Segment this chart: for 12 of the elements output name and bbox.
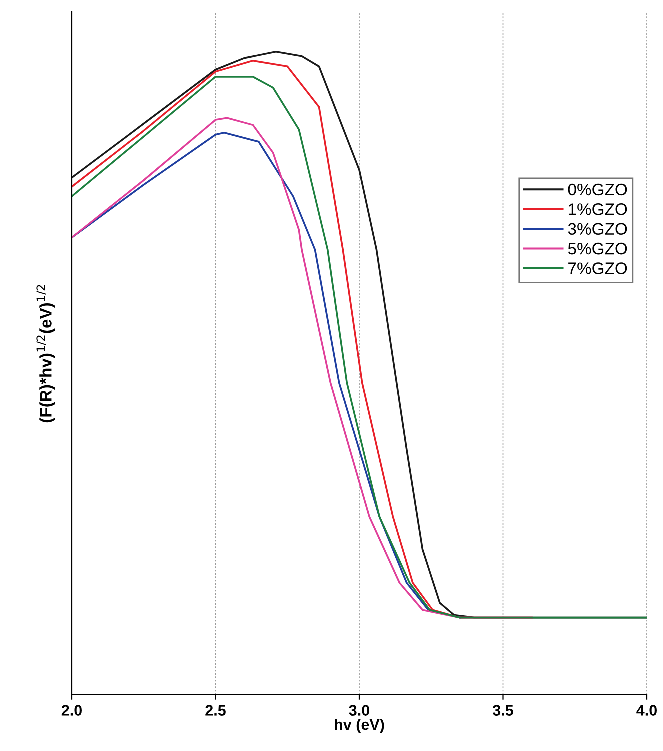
legend-label: 7%GZO bbox=[568, 262, 628, 274]
legend-label: 5%GZO bbox=[568, 242, 628, 255]
legend-label: 1%GZO bbox=[568, 204, 628, 216]
x-tick-label: 2.5 bbox=[206, 705, 226, 716]
x-tick-label: 4.0 bbox=[636, 705, 657, 716]
x-tick-label: 3.5 bbox=[492, 705, 514, 716]
y-axis-title: (F(R)*hv)$^{1/2}$(eV)$^{1/2}$ bbox=[36, 285, 56, 423]
x-tick-label: 2.0 bbox=[62, 705, 82, 716]
legend-label: 0%GZO bbox=[568, 184, 628, 196]
x-tick-label: 3.0 bbox=[349, 705, 370, 716]
legend-label: 3%GZO bbox=[568, 223, 628, 236]
x-axis-title: hv (eV) bbox=[335, 718, 384, 734]
